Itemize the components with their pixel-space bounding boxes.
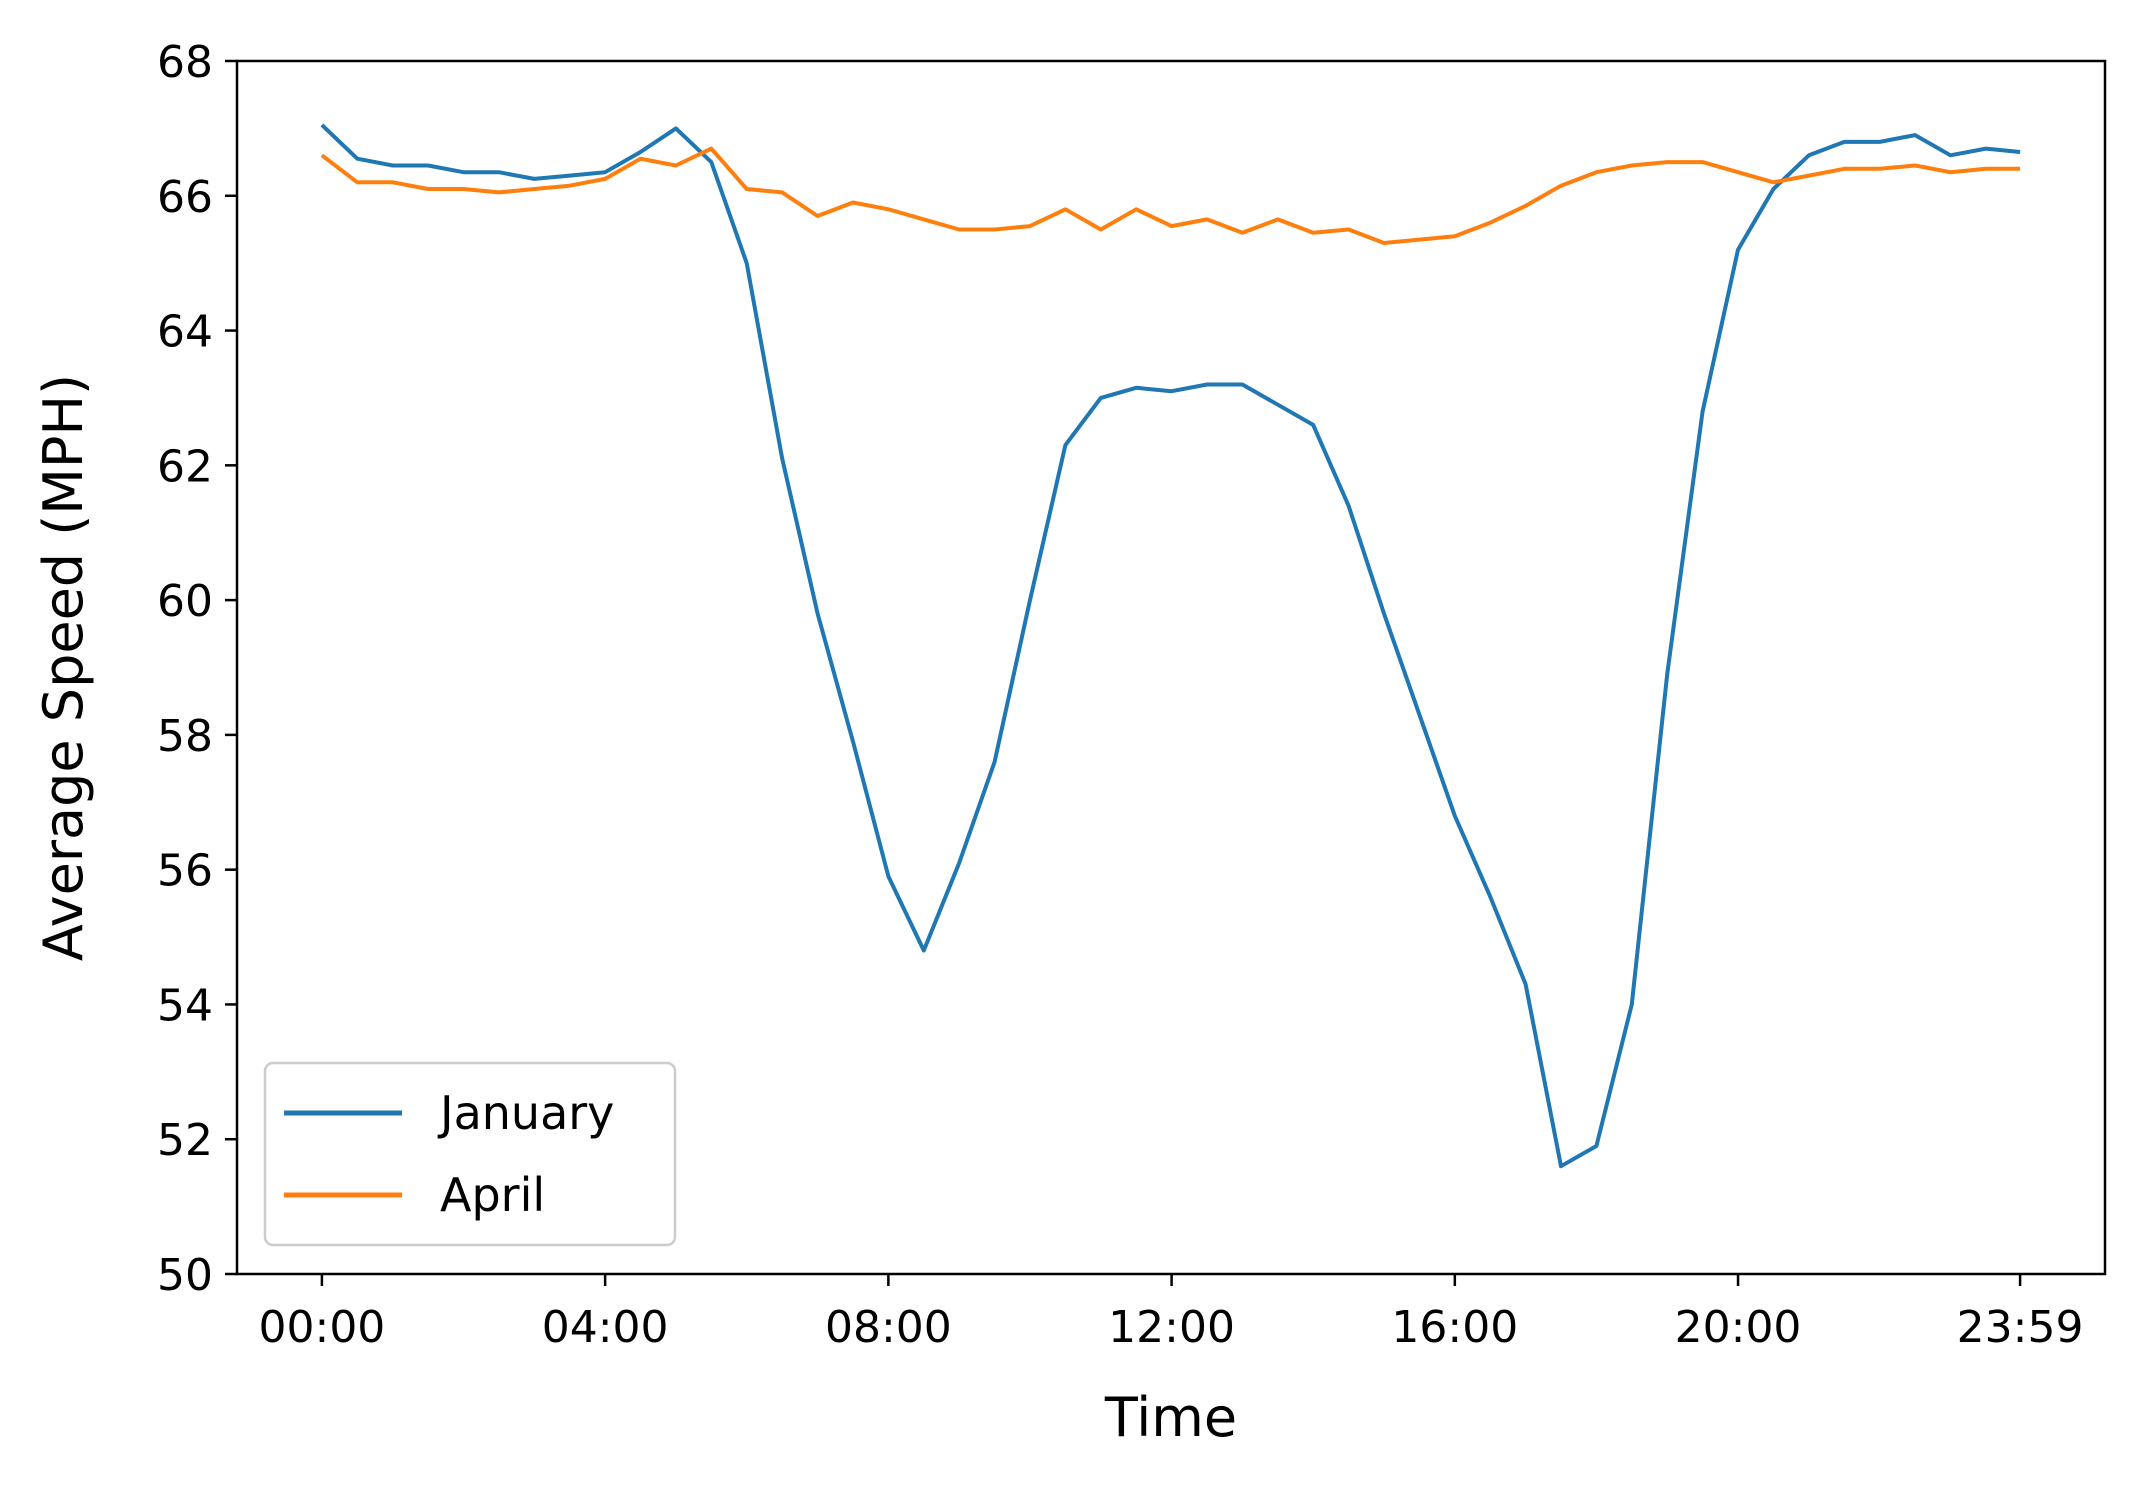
y-tick-label: 54: [157, 980, 213, 1031]
x-tick-label: 00:00: [259, 1302, 386, 1353]
legend: January April: [263, 1061, 677, 1247]
x-tick-label: 04:00: [542, 1302, 669, 1353]
y-tick-label: 66: [157, 172, 213, 223]
x-tick-label: 20:00: [1675, 1302, 1802, 1353]
y-tick-label: 58: [157, 711, 213, 762]
x-tick-label: 16:00: [1391, 1302, 1518, 1353]
y-tick-label: 68: [157, 37, 213, 88]
x-tick-label: 12:00: [1108, 1302, 1235, 1353]
x-tick-label: 08:00: [825, 1302, 952, 1353]
y-axis: 50 52 54 56 58 60 62 64 66 68: [157, 37, 237, 1301]
y-tick-label: 64: [157, 307, 213, 358]
y-tick-label: 60: [157, 576, 213, 627]
y-tick-label: 52: [157, 1115, 213, 1166]
y-tick-label: 56: [157, 846, 213, 897]
x-axis: 00:00 04:00 08:00 12:00 16:00 20:00 23:59: [259, 1274, 2084, 1353]
y-tick-label: 50: [157, 1250, 213, 1301]
x-tick-label: 23:59: [1957, 1302, 2084, 1353]
y-tick-label: 62: [157, 441, 213, 492]
series-line-april: [320, 146, 2021, 245]
legend-label-april: April: [440, 1168, 545, 1222]
series-layer: [320, 123, 2021, 1169]
x-axis-label: Time: [1104, 1386, 1237, 1449]
legend-label-january: January: [437, 1086, 614, 1140]
series-line-january: [320, 123, 2021, 1169]
legend-box: [263, 1061, 677, 1247]
y-axis-label: Average Speed (MPH): [32, 374, 95, 961]
